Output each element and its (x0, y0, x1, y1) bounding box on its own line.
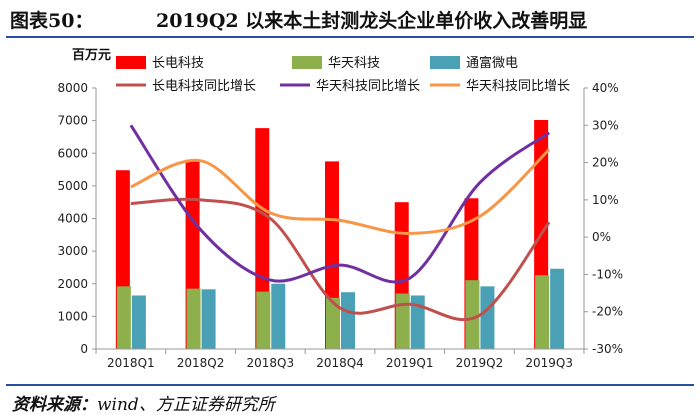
left-axis-tick-label: 6000 (57, 146, 88, 160)
x-axis-tick-label: 2018Q2 (177, 356, 225, 370)
bar-tianshui-2018q2 (186, 288, 201, 349)
bar-tfme-2018q2 (201, 289, 216, 349)
line-layer (129, 124, 551, 322)
legend-swatch-tfme (430, 56, 460, 69)
bar-tianshui-2018q1 (116, 286, 131, 349)
left-axis-tick-label: 3000 (57, 244, 88, 258)
right-axis-tick-label: -10% (592, 267, 623, 281)
line-tianshui-yoy-2 (130, 148, 551, 235)
legend-label-tianshui: 华天科技 (328, 56, 380, 71)
legend-label-jcet-yoy: 长电科技同比增长 (152, 79, 256, 94)
legend-label-tfme: 通富微电 (466, 55, 518, 71)
bar-tfme-2019q3 (550, 268, 565, 349)
left-axis-tick-label: 5000 (57, 179, 88, 193)
bar-layer (115, 119, 565, 349)
right-axis-tick-label: 0% (592, 230, 611, 244)
left-axis-tick-label: 4000 (57, 212, 88, 226)
source-note: 资料来源：wind、方正证券研究所 (12, 390, 275, 415)
left-axis-tick-label: 8000 (57, 81, 88, 95)
bar-tianshui-2019q3 (535, 275, 550, 349)
bar-tfme-2018q4 (341, 292, 355, 349)
x-axis-tick-label: 2018Q4 (316, 356, 364, 370)
right-axis-tick-label: 20% (592, 156, 619, 170)
source-text: wind、方正证券研究所 (97, 395, 275, 415)
left-axis-tick-label: 7000 (57, 114, 88, 128)
left-axis-unit: 百万元 (72, 48, 112, 63)
source-prefix: 资料来源： (12, 395, 97, 415)
figure-title: 2019Q2 以来本土封测龙头企业单价收入改善明显 (156, 10, 588, 32)
bar-tianshui-2018q3 (256, 291, 271, 349)
right-axis-tick-label: -20% (592, 305, 623, 319)
bar-tfme-2019q2 (480, 286, 495, 349)
legend-swatch-tianshui (292, 56, 322, 69)
x-axis-tick-label: 2019Q1 (386, 356, 434, 370)
legend-label-tianshui-yoy-2: 华天科技同比增长 (466, 79, 570, 94)
left-axis-tick-label: 2000 (57, 277, 88, 291)
bar-tfme-2018q1 (131, 295, 146, 349)
bar-tianshui-2019q1 (395, 293, 410, 349)
title-bar: 图表50： 2019Q2 以来本土封测龙头企业单价收入改善明显 (6, 0, 694, 38)
bar-tfme-2019q1 (410, 295, 425, 349)
bar-tfme-2018q3 (271, 283, 286, 349)
line-tianshui-yoy (129, 124, 551, 284)
x-axis-tick-label: 2018Q1 (107, 356, 155, 370)
x-axis-tick-label: 2018Q3 (246, 356, 294, 370)
figure-label: 图表50： (10, 10, 94, 32)
bar-tianshui-2019q2 (465, 280, 480, 349)
legend-swatch-jcet (116, 56, 146, 69)
axes-layer: 0 1000 2000 3000 4000 5000 6000 7000 8000 -30% -20… (57, 81, 623, 370)
legend-label-tianshui-yoy: 华天科技同比增长 (316, 79, 420, 94)
x-axis-tick-label: 2019Q2 (456, 356, 504, 370)
right-axis-tick-label: 10% (592, 193, 619, 207)
right-axis-tick-label: 30% (592, 118, 619, 132)
left-axis-tick-label: 0 (80, 342, 88, 356)
left-axis-tick-label: 1000 (57, 309, 88, 323)
right-axis-tick-label: -30% (592, 342, 623, 356)
line-jcet-yoy (130, 197, 551, 322)
legend-label-jcet: 长电科技 (152, 56, 204, 71)
x-axis-tick-label: 2019Q3 (525, 356, 573, 370)
bar-tianshui-2018q4 (326, 297, 340, 349)
source-bar: 资料来源：wind、方正证券研究所 (6, 384, 694, 415)
right-axis-tick-label: 40% (592, 81, 619, 95)
